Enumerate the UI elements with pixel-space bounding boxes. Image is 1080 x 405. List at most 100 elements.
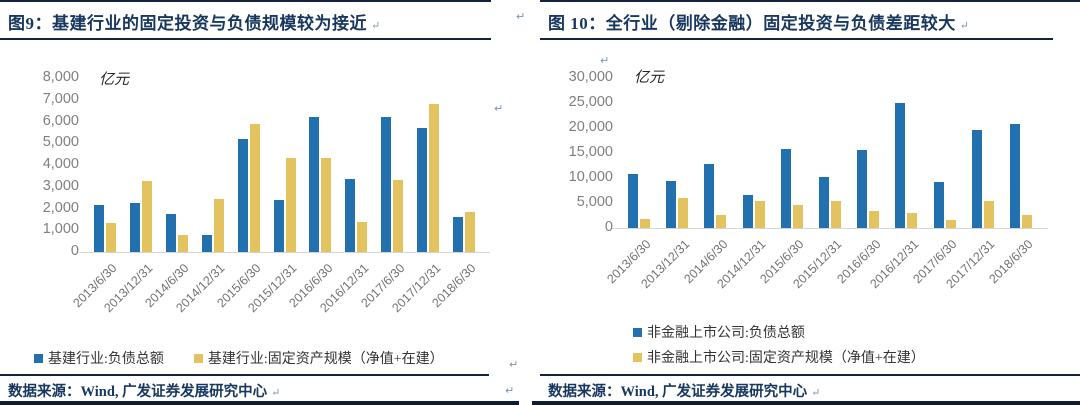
figure-10-legend: 非金融上市公司:负债总额非金融上市公司:固定资产规模（净值+在建） — [633, 322, 925, 367]
figure-10-source: 数据来源：Wind, 广发证券发展研究中心 ↵ — [548, 380, 820, 401]
bar-series-2 — [754, 201, 765, 228]
bar-series-2 — [678, 198, 689, 228]
paragraph-mark: ↵ — [811, 387, 821, 399]
legend-label: 基建行业:负债总额 — [48, 352, 164, 367]
bar-series-2 — [105, 223, 116, 252]
y-axis-tick-label: 5,000 — [576, 194, 613, 210]
bar-series-2 — [285, 158, 296, 252]
top-rule — [540, 0, 1080, 2]
legend-swatch — [633, 352, 642, 362]
bar-series-1 — [780, 149, 791, 228]
figure-10-title: 图 10：全行业（剔除金融）固定投资与负债差距较大 ↵ — [548, 9, 969, 34]
y-axis-unit-label: 亿元 — [634, 70, 665, 86]
figure-9-title: 图9：基建行业的固定投资与负债规模较为接近 ↵ — [8, 9, 381, 34]
bar-series-1 — [201, 235, 212, 252]
bar-series-2 — [393, 180, 404, 252]
source-text: 数据来源：Wind, 广发证券发展研究中心 — [8, 384, 268, 400]
y-axis-tick-label: 3,000 — [42, 177, 79, 194]
bar-series-2 — [141, 181, 152, 252]
bar-series-1 — [857, 150, 868, 228]
legend-swatch — [34, 353, 43, 363]
legend-item: 非金融上市公司:负债总额 — [633, 322, 925, 342]
bar-series-1 — [895, 103, 906, 228]
paragraph-mark: ↵ — [271, 387, 281, 399]
bar-series-1 — [309, 117, 320, 252]
bar-series-1 — [704, 164, 715, 228]
legend-item: 基建行业:固定资产规模（净值+在建） — [193, 348, 444, 368]
legend-label: 基建行业:固定资产规模（净值+在建） — [207, 352, 444, 367]
figure-10-title-text: 图 10：全行业（剔除金融）固定投资与负债差距较大 — [548, 14, 956, 33]
source-divider — [0, 374, 489, 376]
bar-series-2 — [640, 219, 651, 228]
title-underline — [0, 38, 491, 40]
y-axis-tick-label: 0 — [604, 219, 613, 235]
paragraph-mark: ↵ — [371, 20, 381, 32]
bar-series-1 — [237, 139, 248, 252]
bar-series-2 — [907, 213, 918, 228]
bar-series-1 — [93, 205, 104, 252]
y-axis-tick-label: 15,000 — [568, 144, 613, 160]
bar-series-2 — [792, 205, 803, 228]
y-axis-tick-label: 7,000 — [42, 90, 79, 107]
bar-series-1 — [165, 214, 176, 252]
paragraph-mark: ↵ — [509, 359, 519, 371]
figure-9-title-text: 图9：基建行业的固定投资与负债规模较为接近 — [8, 14, 367, 33]
legend-item: 基建行业:负债总额 — [34, 348, 164, 368]
legend-swatch — [193, 353, 203, 363]
source-divider — [540, 374, 1080, 376]
y-axis-tick-label: 20,000 — [568, 119, 613, 135]
y-axis-tick-label: 2,000 — [42, 199, 79, 216]
bar-series-1 — [345, 179, 356, 252]
figure-9-legend: 基建行业:负债总额 基建行业:固定资产规模（净值+在建） — [34, 348, 444, 368]
bar-series-1 — [129, 203, 140, 252]
y-axis-unit-label: 亿元 — [99, 72, 130, 88]
bar-series-2 — [716, 215, 727, 228]
x-axis-line — [612, 228, 1048, 229]
bar-series-2 — [1021, 215, 1032, 228]
figure-9-panel: 图9：基建行业的固定投资与负债规模较为接近 ↵ 0 1,000 2,000 3,000 4… — [0, 0, 540, 405]
y-axis-tick-label: 30,000 — [568, 69, 613, 85]
y-axis-tick-label: 25,000 — [568, 94, 613, 110]
bottom-rule — [532, 401, 1080, 405]
bar-series-2 — [983, 201, 994, 228]
legend-item: 非金融上市公司:固定资产规模（净值+在建） — [633, 347, 925, 367]
bar-series-2 — [945, 220, 956, 228]
paragraph-mark: ↵ — [959, 20, 970, 32]
y-axis-tick-label: 1,000 — [42, 221, 79, 238]
source-text: 数据来源：Wind, 广发证券发展研究中心 — [548, 384, 808, 400]
y-axis-tick-label: 6,000 — [42, 112, 79, 129]
bar-series-1 — [819, 177, 829, 228]
bar-series-1 — [628, 174, 639, 228]
bar-series-2 — [177, 235, 188, 252]
bar-series-2 — [213, 199, 224, 252]
bar-series-1 — [273, 200, 284, 252]
paragraph-mark: ↵ — [505, 385, 515, 397]
bottom-rule — [0, 401, 519, 405]
top-rule — [0, 0, 491, 2]
bar-series-2 — [831, 201, 841, 228]
bar-series-1 — [742, 195, 753, 228]
y-axis-tick-label: 0 — [70, 243, 79, 259]
paragraph-mark: ↵ — [600, 55, 610, 67]
title-underline — [540, 38, 1053, 40]
paragraph-mark: ↵ — [494, 103, 504, 115]
figure-10-bar-chart: 0 5,000 10,000 15,000 20,000 25,000 30,000 亿元 20… — [540, 0, 1080, 320]
bar-series-1 — [666, 181, 677, 228]
y-axis-tick-label: 4,000 — [42, 156, 79, 172]
bar-series-2 — [429, 104, 440, 252]
bar-series-1 — [381, 117, 392, 252]
figure-9-bar-chart: 0 1,000 2,000 3,000 4,000 5,000 6,000 7,000 8,00… — [0, 0, 540, 320]
y-axis-tick-label: 5,000 — [42, 134, 79, 151]
legend-label: 非金融上市公司:固定资产规模（净值+在建） — [647, 351, 925, 366]
figure-10-panel: 图 10：全行业（剔除金融）固定投资与负债差距较大 ↵ 0 5,000 10,000 1… — [532, 0, 1080, 405]
y-axis-tick-label: 8,000 — [42, 69, 79, 85]
legend-swatch — [633, 327, 642, 337]
bar-series-2 — [357, 222, 368, 252]
bar-series-1 — [971, 130, 982, 228]
x-axis-line — [79, 252, 490, 253]
bar-series-2 — [249, 124, 260, 252]
bar-series-1 — [933, 182, 944, 228]
bar-series-1 — [453, 217, 464, 252]
legend-label: 非金融上市公司:负债总额 — [647, 326, 805, 341]
